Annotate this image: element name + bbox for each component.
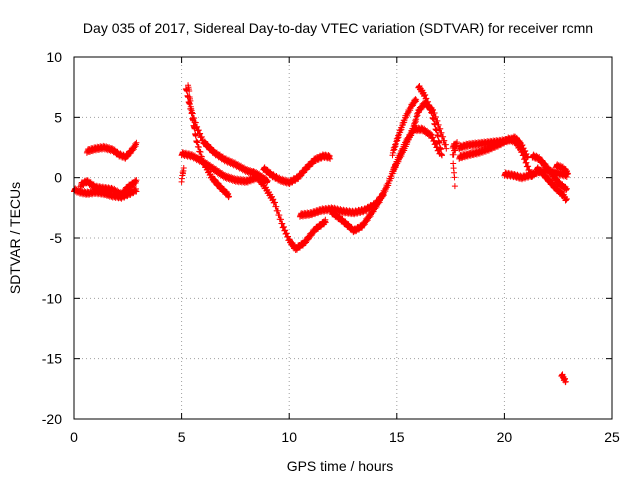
data-series-track-15 [449,139,461,190]
y-tick-label: -20 [42,411,62,427]
x-tick-label: 20 [497,429,513,445]
data-point-markers [77,177,140,199]
data-series-track-4 [178,165,187,185]
data-series-track-8 [249,168,329,254]
x-tick-label: 25 [604,429,620,445]
y-tick-label: -10 [42,290,62,306]
data-point-markers [83,139,140,162]
axis-ticks: 0 5 10 15 20 25 10 5 0 -5 -10 -15 -20 [42,49,620,445]
x-tick-label: 15 [389,429,405,445]
data-points [71,82,571,386]
data-series-track-20 [533,164,570,204]
data-series-track-9 [260,151,334,188]
x-tick-label: 5 [178,429,186,445]
data-point-markers [449,139,461,190]
chart-title: Day 035 of 2017, Sidereal Day-to-day VTE… [83,20,593,36]
data-series-track-17 [456,134,536,180]
data-series-track-22 [558,371,569,386]
x-tick-label: 10 [281,429,297,445]
data-point-markers [260,151,334,188]
data-point-markers [533,164,570,204]
y-tick-label: -5 [50,230,63,246]
data-series-track-3 [83,139,140,162]
data-series-track-19 [529,151,570,194]
data-point-markers [185,82,232,201]
data-series-track-14 [415,83,445,159]
x-axis-label: GPS time / hours [287,458,394,474]
data-point-markers [178,165,187,185]
data-series-track-13 [389,96,420,159]
x-tick-label: 0 [70,429,78,445]
y-tick-label: 5 [54,109,62,125]
data-point-markers [415,83,445,159]
data-series-track-7 [185,82,232,201]
data-point-markers [558,371,569,386]
data-point-markers [456,134,536,180]
data-series-track-21 [553,161,571,178]
data-point-markers [529,151,570,194]
y-tick-label: 10 [46,49,62,65]
data-point-markers [249,168,329,254]
y-axis-label: SDTVAR / TECUs [7,182,23,294]
data-point-markers [389,96,420,159]
y-tick-label: -15 [42,351,62,367]
data-point-markers [553,161,571,178]
data-series-track-2 [77,177,140,199]
y-tick-label: 0 [54,170,62,186]
